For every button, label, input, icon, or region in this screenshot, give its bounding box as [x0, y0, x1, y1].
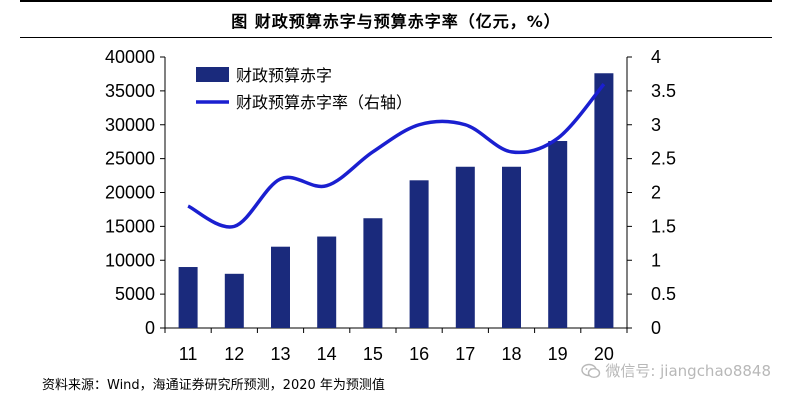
legend-label-line: 财政预算赤字率（右轴）: [236, 93, 412, 112]
bar-deficit: [409, 180, 429, 328]
bar-deficit: [271, 246, 290, 328]
line-deficit-ratio: [187, 82, 606, 229]
bar-deficit: [502, 166, 521, 328]
right-tick-label: 2.5: [651, 149, 676, 169]
right-tick-label: 3.5: [651, 81, 676, 101]
right-tick-label: 3: [651, 115, 661, 135]
right-tick-label: 1: [651, 250, 661, 270]
chart-title-bar: 图 财政预算赤字与预算赤字率（亿元，%）: [20, 0, 772, 38]
left-tick-label: 5000: [115, 284, 155, 304]
left-tick-label: 30000: [105, 115, 155, 135]
left-tick-label: 40000: [105, 47, 155, 67]
bar-deficit: [548, 141, 568, 328]
x-tick-label: 16: [409, 344, 429, 364]
chart-title: 图 财政预算赤字与预算赤字率（亿元，%）: [231, 11, 561, 31]
left-tick-label: 20000: [105, 183, 155, 203]
x-tick-label: 13: [270, 344, 290, 364]
legend-label-bar: 财政预算赤字: [236, 66, 332, 85]
right-tick-label: 2: [651, 183, 661, 203]
x-tick-label: 12: [224, 344, 244, 364]
wechat-icon: [581, 363, 601, 378]
left-tick-label: 15000: [105, 216, 155, 236]
x-tick-label: 20: [594, 344, 614, 364]
right-tick-label: 1.5: [651, 216, 676, 236]
left-tick-label: 25000: [105, 149, 155, 169]
right-tick-label: 0.5: [651, 284, 676, 304]
chart: 0 5000 10000 15000 20000 25000 30000 35000 40000…: [105, 47, 676, 364]
x-tick-label: 11: [179, 344, 198, 364]
x-tick-label: 14: [317, 344, 337, 364]
bar-deficit: [455, 166, 475, 328]
left-tick-label: 35000: [105, 81, 155, 101]
bar-deficit: [363, 218, 383, 328]
right-tick-label: 0: [651, 318, 661, 338]
x-tick-label: 17: [455, 344, 475, 364]
x-tick-label: 18: [501, 344, 521, 364]
bar-deficit: [594, 73, 614, 328]
legend-swatch-bar: [196, 67, 229, 82]
bar-deficit: [317, 236, 337, 328]
bar-deficit: [224, 273, 244, 328]
watermark-text: 微信号: jiangchao8848: [605, 362, 771, 380]
watermark: 微信号: jiangchao8848: [581, 360, 771, 381]
x-tick-label: 15: [363, 344, 383, 364]
left-tick-label: 0: [145, 318, 155, 338]
right-tick-label: 4: [651, 47, 661, 67]
source-note: 资料来源：Wind，海通证券研究所预测，2020 年为预测值: [42, 378, 385, 393]
x-tick-label: 19: [548, 344, 568, 364]
bar-deficit: [178, 267, 198, 328]
left-tick-label: 10000: [105, 250, 155, 270]
